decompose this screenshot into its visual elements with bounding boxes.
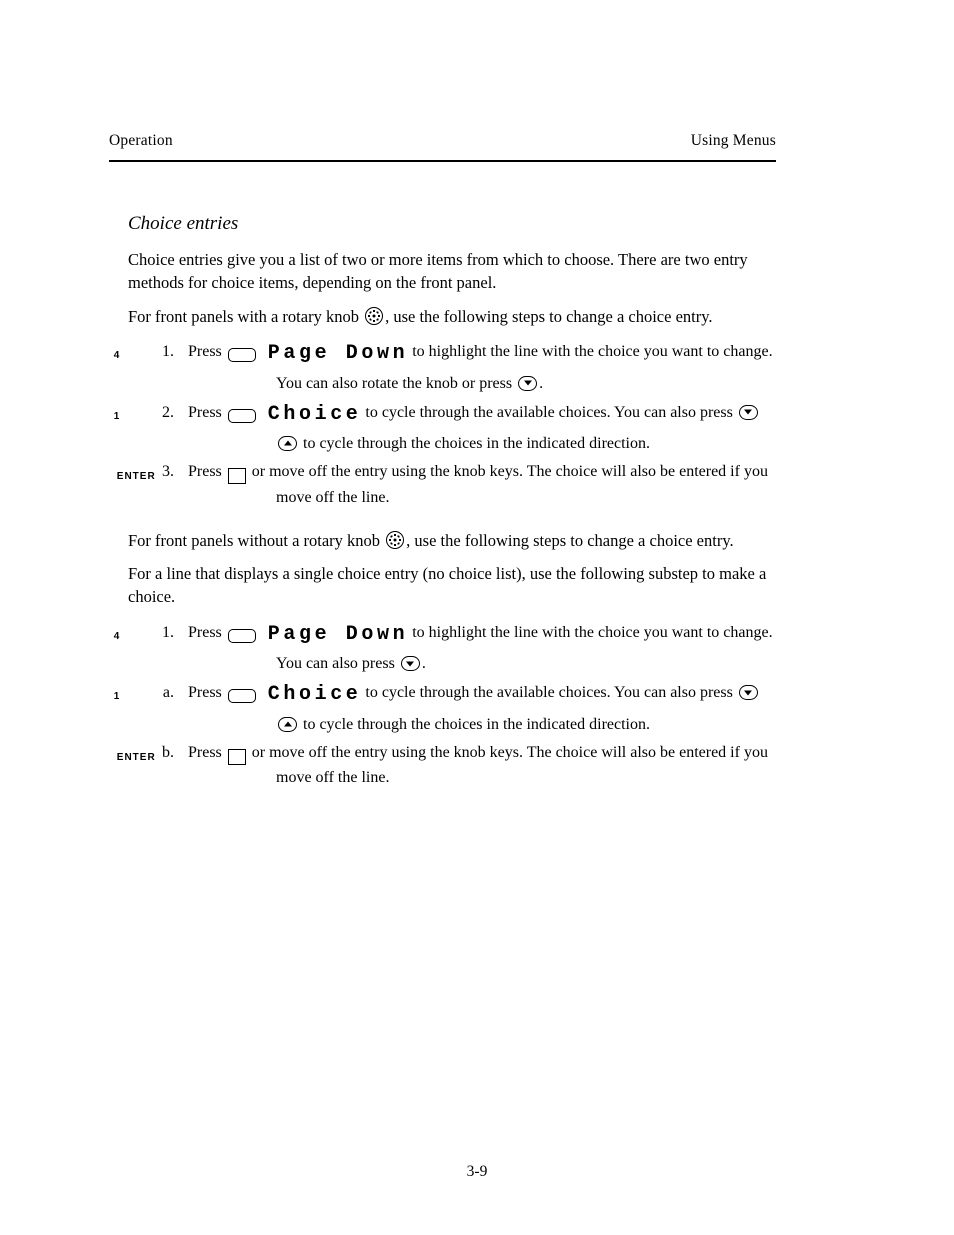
key-enter: ENTER xyxy=(228,749,246,765)
step-number: 3. xyxy=(156,459,174,485)
step-number: 1. xyxy=(156,620,174,646)
press-label: Press xyxy=(188,624,222,641)
softkey-page-down: Page Down xyxy=(268,623,408,646)
front1-heading: For front panels with a rotary knob , us… xyxy=(128,305,776,328)
softkey-page-down: Page Down xyxy=(268,342,408,365)
section-title: Choice entries xyxy=(128,211,776,238)
list-item: a. Press 1 Choice to cycle through the a… xyxy=(128,679,776,737)
header-right: Using Menus xyxy=(691,132,776,150)
softkey-choice: Choice xyxy=(268,403,362,426)
key-4: 4 xyxy=(228,629,256,643)
front2-context: For a line that displays a single choice… xyxy=(128,562,776,609)
front1-after: For front panels without a rotary knob ,… xyxy=(128,529,776,552)
step-number: b. xyxy=(156,740,174,766)
front1-after-suffix: , use the following steps to change a ch… xyxy=(406,531,733,550)
front1-steps: 1. Press 4 Page Down to highlight the li… xyxy=(128,338,776,510)
press-label: Press xyxy=(188,404,222,421)
arrow-down-icon xyxy=(518,376,537,391)
key-1: 1 xyxy=(228,689,256,703)
key-4: 4 xyxy=(228,348,256,362)
press-label: Press xyxy=(188,684,222,701)
list-item: 1. Press 4 Page Down to highlight the li… xyxy=(128,338,776,396)
step-number: 2. xyxy=(156,400,174,426)
step-text: to cycle through the available choices. … xyxy=(361,404,736,421)
list-item: 3. Press ENTER or move off the entry usi… xyxy=(128,459,776,511)
front1-heading-prefix: For front panels with a rotary knob xyxy=(128,307,359,326)
key-1: 1 xyxy=(228,409,256,423)
step-number: a. xyxy=(156,680,174,706)
step-text: to cycle through the available choices. … xyxy=(361,684,736,701)
header-rule xyxy=(109,160,776,162)
arrow-down-icon xyxy=(739,405,758,420)
step-tail: to cycle through the choices in the indi… xyxy=(299,716,650,733)
softkey-choice: Choice xyxy=(268,683,362,706)
intro-paragraph: Choice entries give you a list of two or… xyxy=(128,248,776,295)
press-label: Press xyxy=(188,744,222,761)
list-item: 1. Press 4 Page Down to highlight the li… xyxy=(128,619,776,677)
arrow-up-icon xyxy=(278,717,297,732)
front1-after-prefix: For front panels without a rotary knob xyxy=(128,531,380,550)
press-label: Press xyxy=(188,343,222,360)
page-header: Operation Using Menus xyxy=(109,132,776,170)
arrow-up-icon xyxy=(278,436,297,451)
front2-steps: 1. Press 4 Page Down to highlight the li… xyxy=(128,619,776,791)
press-label: Press xyxy=(188,463,222,480)
body: Choice entries Choice entries give you a… xyxy=(128,205,776,809)
arrow-down-icon xyxy=(401,656,420,671)
step-number: 1. xyxy=(156,339,174,365)
step-tail: . xyxy=(539,375,543,392)
step-tail: to cycle through the choices in the indi… xyxy=(299,435,650,452)
page-number: 3-9 xyxy=(0,1163,954,1181)
key-enter: ENTER xyxy=(228,468,246,484)
list-item: 2. Press 1 Choice to cycle through the a… xyxy=(128,399,776,457)
dial-icon xyxy=(365,307,383,325)
header-left: Operation xyxy=(109,132,173,150)
dial-icon xyxy=(386,531,404,549)
step-text: or move off the entry using the knob key… xyxy=(248,744,768,787)
step-tail: . xyxy=(422,655,426,672)
arrow-down-icon xyxy=(739,685,758,700)
step-text: or move off the entry using the knob key… xyxy=(248,463,768,506)
front1-heading-suffix: , use the following steps to change a ch… xyxy=(385,307,712,326)
list-item: b. Press ENTER or move off the entry usi… xyxy=(128,740,776,792)
